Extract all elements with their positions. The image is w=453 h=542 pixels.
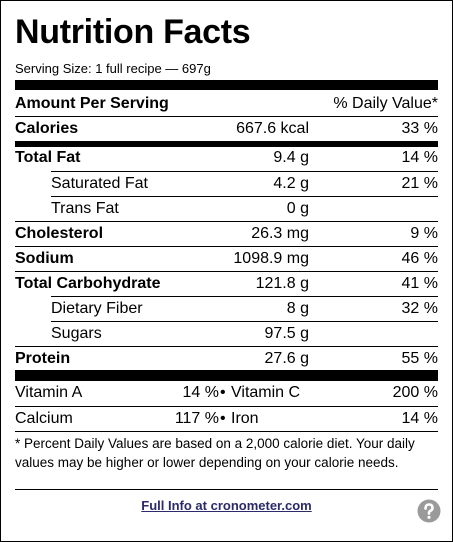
nutrient-amount: 9.4 g [273,149,309,166]
vitamin-dv: 117 % [174,410,219,427]
footnote: * Percent Daily Values are based on a 2,… [15,436,415,470]
title: Nutrition Facts [15,13,251,51]
nutrient-row: Total Fat 9.4 g 14 % [15,146,438,170]
vitamin-name: Iron [231,410,259,427]
header-row: Amount Per Serving % Daily Value* [15,92,438,116]
nutrient-name: Cholesterol [15,225,104,242]
nutrient-name: Total Carbohydrate [15,275,161,292]
info-link[interactable]: Full Info at cronometer.com [141,498,312,513]
vitamin-dv: 14 % [401,410,438,427]
nutrient-dv: 33 % [401,120,438,137]
nutrient-amount: 667.6 kcal [236,120,309,137]
vitamin-row: Calcium 117 % • Iron 14 % [15,406,438,431]
vitamin-name: Vitamin A [15,384,83,401]
nutrient-name: Trans Fat [51,200,119,217]
nutrient-name: Sodium [15,250,74,267]
vitamin-name: Calcium [15,410,73,427]
separator: • [220,384,226,401]
nutrient-amount: 26.3 mg [251,225,309,242]
nutrient-name: Saturated Fat [51,175,148,192]
nutrient-row: Sodium 1098.9 mg 46 % [15,246,438,271]
help-dot [427,515,431,519]
nutrient-name: Protein [15,350,71,367]
nutrient-dv: 41 % [401,275,438,292]
thick-rule [15,141,438,147]
help-glyph [424,503,434,515]
nutrient-name: Total Fat [15,149,81,166]
vitamin-dv: 200 % [392,384,438,401]
vitamin-name: Vitamin C [231,384,301,401]
nutrient-dv: 21 % [401,175,438,192]
nutrient-row: Saturated Fat 4.2 g 21 % [51,171,438,196]
nutrient-amount: 0 g [286,200,309,217]
thick-rule [15,80,438,90]
nutrient-amount: 121.8 g [255,275,309,292]
nutrient-dv: 55 % [401,350,438,367]
nutrient-name: Sugars [51,325,102,342]
nutrient-amount: 8 g [286,300,309,317]
calories-row: Calories 667.6 kcal 33 % [15,116,438,141]
help-icon[interactable] [417,499,441,523]
nutrient-row: Total Carbohydrate 121.8 g 41 % [15,271,438,296]
nutrient-amount: 1098.9 mg [233,250,309,267]
rule [15,431,438,432]
vitamin-row: Vitamin A 14 % • Vitamin C 200 % [15,381,438,405]
nutrient-name: Dietary Fiber [51,300,143,317]
nutrient-row: Cholesterol 26.3 mg 9 % [15,221,438,246]
separator: • [220,410,226,427]
nutrient-amount: 97.5 g [264,325,309,342]
nutrient-row: Trans Fat 0 g [51,196,438,221]
thick-rule [15,370,438,381]
nutrient-dv: 14 % [401,149,438,166]
nutrient-row: Protein 27.6 g 55 % [15,346,438,371]
nutrient-name: Calories [15,120,79,137]
vitamin-dv: 14 % [182,384,219,401]
nutrient-row: Sugars 97.5 g [51,321,438,346]
nutrient-amount: 27.6 g [264,350,309,367]
nutrient-dv: 32 % [401,300,438,317]
rule [15,489,438,490]
header-left: Amount Per Serving [15,95,169,112]
nutrient-row: Dietary Fiber 8 g 32 % [51,296,438,321]
nutrient-amount: 4.2 g [273,175,309,192]
serving-size: Serving Size: 1 full recipe — 697g [15,61,211,76]
header-right: % Daily Value* [333,95,438,112]
nutrient-dv: 46 % [401,250,438,267]
nutrient-dv: 9 % [410,225,438,242]
